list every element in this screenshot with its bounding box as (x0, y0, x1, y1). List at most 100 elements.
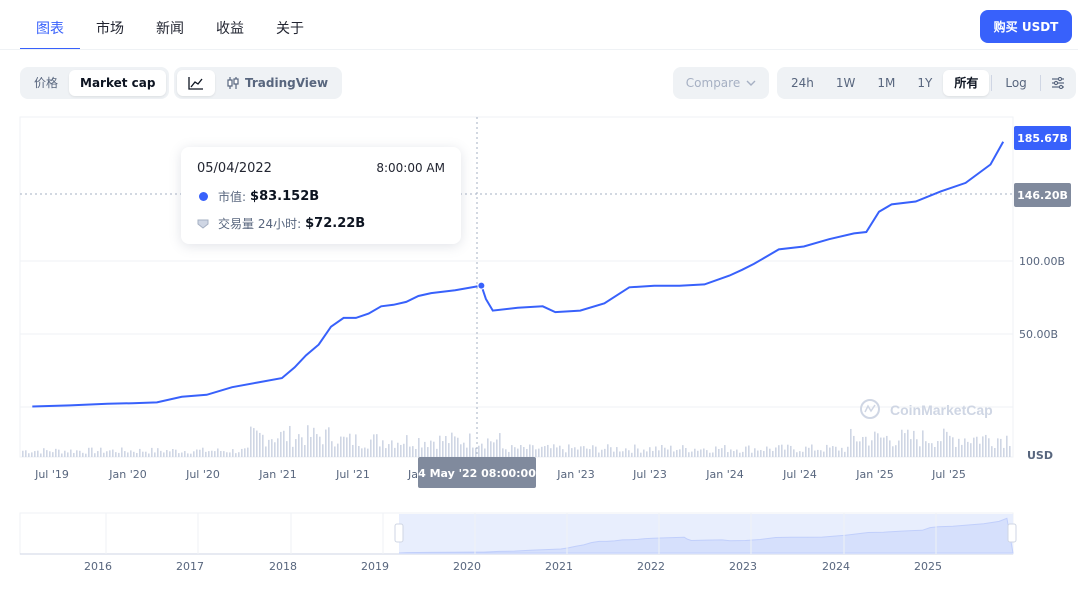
volume-bar (583, 446, 585, 457)
watermark-logo-icon (860, 399, 880, 419)
volume-bar (31, 452, 33, 457)
volume-bar (394, 447, 396, 457)
range-1w[interactable]: 1W (835, 76, 856, 90)
current-value-badge (1014, 126, 1071, 150)
range-1y[interactable]: 1Y (917, 76, 933, 90)
volume-bar (211, 450, 213, 457)
volume-bar (124, 451, 126, 457)
compare-dropdown[interactable]: Compare (673, 67, 769, 99)
tab-yield[interactable]: 收益 (216, 21, 244, 37)
range-1m[interactable]: 1M (877, 76, 896, 90)
volume-bar (604, 448, 606, 457)
range-all[interactable]: 所有 (943, 70, 990, 96)
volume-bar (625, 448, 627, 457)
volume-bar (127, 452, 129, 457)
volume-bar (979, 443, 981, 457)
line-chart-button[interactable] (177, 70, 215, 96)
volume-bar (865, 436, 867, 457)
volume-bar (67, 452, 69, 457)
price-option[interactable]: 价格 (34, 76, 59, 90)
navigator-year-label: 2023 (729, 560, 757, 573)
volume-bar (589, 449, 591, 457)
tradingview-button[interactable]: TradingView (215, 70, 339, 96)
volume-bar (82, 452, 84, 457)
market-cap-option[interactable]: Market cap (69, 70, 167, 96)
tab-news[interactable]: 新闻 (156, 21, 184, 37)
volume-bar (841, 447, 843, 457)
volume-bar (436, 448, 438, 457)
volume-bar (223, 451, 225, 457)
volume-bar (982, 436, 984, 457)
volume-bar (952, 437, 954, 457)
volume-bar (484, 448, 486, 457)
volume-bar (163, 452, 165, 457)
volume-bar (991, 446, 993, 457)
chevron-down-icon (746, 80, 756, 86)
volume-bar (364, 447, 366, 457)
volume-bar (721, 448, 723, 457)
market-cap-chart[interactable]: CoinMarketCap 100.00B 50.00B USD 185.67B… (0, 110, 1078, 590)
volume-bar (592, 445, 594, 457)
volume-bar (373, 434, 375, 457)
range-navigator[interactable]: 2016 2017 2018 2019 2020 2021 2022 2023 2024 2025 (19, 512, 1017, 573)
volume-bar (859, 441, 861, 457)
volume-bar (556, 447, 558, 457)
volume-bar (268, 439, 270, 457)
volume-bar (703, 448, 705, 457)
volume-bar (622, 451, 624, 457)
volume-bar (175, 449, 177, 457)
marker-value-badge (1014, 183, 1071, 207)
volume-bar (802, 451, 804, 457)
volume-bar (829, 447, 831, 457)
crosshair-date-label: 4 May '22 08:00:00 (418, 467, 536, 480)
volume-bar (835, 446, 837, 457)
volume-bar (742, 451, 744, 457)
volume-bar (871, 440, 873, 457)
volume-bar (994, 447, 996, 457)
volume-bar (934, 446, 936, 457)
volume-bar (457, 437, 459, 457)
volume-bar (403, 443, 405, 457)
volume-bar (286, 441, 288, 457)
volume-bar (907, 429, 909, 457)
sliders-icon (1051, 76, 1064, 90)
settings-divider (1039, 75, 1041, 91)
volume-bar (868, 445, 870, 457)
log-scale-toggle[interactable]: Log (1005, 76, 1027, 90)
volume-bar (376, 434, 378, 457)
volume-bar (643, 449, 645, 457)
volume-bar (406, 435, 408, 457)
volume-bar (886, 435, 888, 457)
volume-bar (661, 445, 663, 457)
volume-bar (595, 446, 597, 457)
volume-bar (1000, 438, 1002, 457)
volume-bar (88, 447, 90, 457)
x-tick-label: Jul '20 (185, 468, 220, 481)
volume-bar (1003, 447, 1005, 457)
tab-about[interactable]: 关于 (276, 21, 304, 37)
volume-bar (301, 437, 303, 457)
navigator-left-handle[interactable] (394, 523, 404, 543)
settings-button[interactable] (1043, 70, 1073, 96)
volume-bar (121, 447, 123, 457)
candlestick-icon (227, 77, 239, 89)
navigator-year-label: 2018 (269, 560, 297, 573)
navigator-right-handle[interactable] (1007, 523, 1017, 543)
tab-chart[interactable]: 图表 (20, 12, 80, 50)
crosshair-date-badge (418, 457, 536, 488)
buy-usdt-button[interactable]: 购买 USDT (980, 10, 1072, 43)
tab-markets[interactable]: 市场 (96, 21, 124, 37)
volume-bar (241, 448, 243, 457)
volume-bar (103, 452, 105, 457)
volume-bar (922, 430, 924, 457)
volume-bar (208, 451, 210, 457)
volume-bar (340, 436, 342, 457)
volume-bar (256, 430, 258, 457)
volume-bar (838, 450, 840, 457)
x-tick-label: Jan '23 (556, 468, 594, 481)
volume-bar (910, 439, 912, 457)
volume-bar (826, 444, 828, 457)
volume-bar (970, 443, 972, 457)
range-24h[interactable]: 24h (791, 76, 814, 90)
x-tick-label: Jul '19 (34, 468, 69, 481)
